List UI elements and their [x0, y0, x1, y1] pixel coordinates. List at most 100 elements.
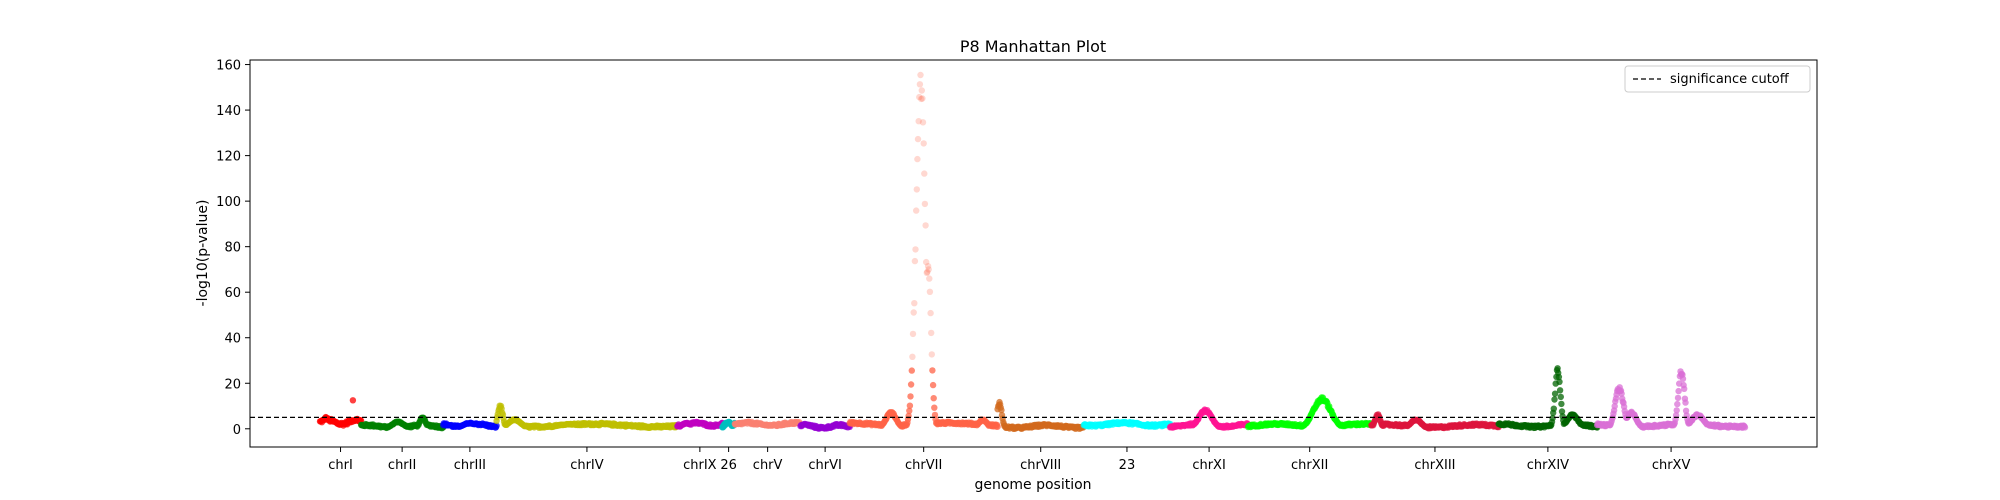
data-point: [925, 266, 932, 273]
series-chrV: [731, 418, 804, 430]
x-tick-label: chrXIII: [1414, 458, 1455, 473]
x-axis: chrI chrII chrIII chrIV chrIX 26 chrV chrVI chrV…: [328, 447, 1690, 473]
series-chrXII: [1244, 394, 1375, 431]
data-point: [915, 118, 922, 125]
data-point: [913, 207, 920, 214]
x-tick-label: chrV: [753, 458, 783, 473]
y-tick-label: 80: [224, 241, 241, 256]
legend-box: [1624, 65, 1811, 93]
data-point: [917, 71, 924, 79]
data-point: [1551, 390, 1559, 397]
x-tick-label: chrXIV: [1527, 458, 1569, 473]
data-point: [909, 353, 916, 360]
data-point: [919, 95, 926, 102]
y-tick-label: 140: [216, 104, 241, 119]
data-point: [916, 81, 924, 88]
y-tick-label: 20: [224, 377, 241, 392]
x-tick-label: chrXII: [1291, 458, 1328, 473]
series-chrII: [357, 414, 447, 432]
data-point: [1558, 400, 1565, 408]
y-tick-label: 100: [216, 195, 241, 210]
x-tick-label: chrXV: [1652, 458, 1691, 473]
data-point: [1611, 403, 1618, 410]
data-point: [910, 309, 917, 316]
chart-title: P8 Manhattan Plot: [960, 37, 1106, 56]
data-point: [916, 93, 923, 101]
data-point: [912, 246, 919, 253]
plot-frame: [249, 59, 1818, 448]
data-point: [1673, 407, 1680, 414]
series-chrIV: [493, 402, 681, 431]
data-point: [994, 423, 1001, 430]
data-point: [1682, 399, 1689, 406]
data-point: [921, 200, 929, 208]
data-point: [493, 422, 500, 429]
data-point: [1550, 405, 1558, 412]
data-point: [1674, 394, 1682, 402]
y-tick-label: 120: [216, 150, 241, 165]
x-tick-label: chrVI: [808, 458, 841, 473]
data-point: [928, 329, 935, 337]
data-point: [923, 258, 930, 266]
x-tick-label: chrVIII: [1020, 458, 1061, 473]
data-point: [1681, 385, 1688, 392]
series-chrXV: [1594, 368, 1749, 431]
data-point: [924, 263, 932, 270]
y-axis-label: -log10(p-value): [195, 200, 211, 307]
data-point: [906, 402, 914, 409]
y-tick-label: 160: [216, 59, 241, 74]
data-point: [926, 288, 934, 295]
series-chrVIII: [994, 398, 1088, 432]
x-tick-label: chrIV: [570, 458, 604, 473]
data-point: [921, 170, 928, 177]
data-point: [913, 186, 920, 193]
x-tick-label: chrI: [328, 458, 353, 473]
data-point: [914, 135, 922, 143]
data-point: [1557, 393, 1565, 401]
data-point: [1679, 375, 1687, 382]
data-point: [1556, 378, 1563, 385]
data-point: [919, 119, 927, 126]
data-point: [927, 309, 934, 317]
data-point: [923, 269, 930, 276]
data-point: [911, 257, 919, 265]
legend-entry-significance-cutoff: significance cutoff: [1670, 72, 1790, 87]
x-tick-label: chrII: [388, 458, 416, 473]
x-axis-label: genome position: [974, 477, 1091, 493]
data-point: [349, 397, 357, 404]
data-point: [929, 381, 937, 389]
points-layer: [316, 71, 1749, 432]
data-point: [924, 268, 931, 276]
legend: significance cutoff: [1624, 65, 1811, 93]
data-point: [926, 275, 933, 282]
data-point: [907, 381, 915, 388]
series-chrI: [316, 397, 365, 429]
series-chrXI: [1166, 406, 1252, 431]
data-point: [909, 330, 917, 338]
data-point: [907, 393, 914, 400]
data-point: [918, 87, 925, 94]
x-tick-label: chrVII: [905, 458, 942, 473]
data-point: [918, 95, 925, 103]
data-point: [929, 367, 936, 374]
series-chrIII: [440, 419, 500, 431]
data-point: [931, 404, 938, 411]
series-chrVI: [797, 420, 853, 432]
data-point: [920, 140, 927, 147]
data-point: [906, 407, 913, 414]
data-point: [1674, 400, 1681, 408]
data-point: [1555, 373, 1563, 381]
data-point: [914, 155, 921, 163]
data-point: [1618, 390, 1625, 397]
series-23: [1080, 418, 1174, 430]
data-point: [1556, 387, 1564, 394]
series-chrXIV: [1495, 365, 1601, 432]
data-point: [1549, 415, 1556, 422]
data-point: [1675, 387, 1682, 395]
x-tick-label: chrIX: [683, 458, 717, 473]
y-tick-label: 40: [224, 332, 241, 347]
x-tick-label: chrIII: [454, 458, 486, 473]
series-chrXIII: [1368, 411, 1502, 432]
x-tick-label: chrXI: [1192, 458, 1225, 473]
